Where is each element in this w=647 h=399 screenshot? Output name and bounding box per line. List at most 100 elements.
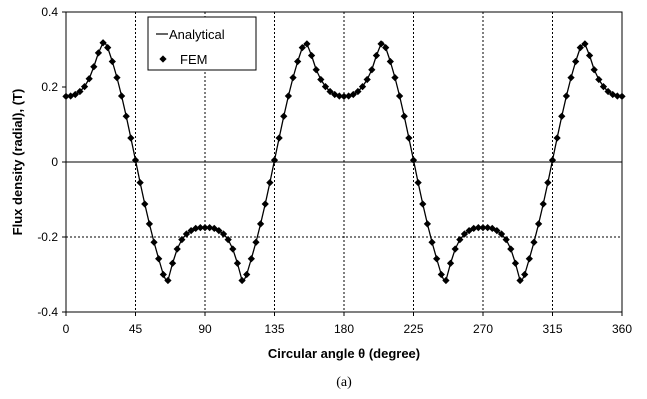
fem-data-point: [80, 83, 89, 91]
fem-data-point: [604, 87, 612, 96]
fem-data-point: [567, 74, 575, 82]
fem-data-point: [493, 227, 501, 235]
fem-data-point: [423, 220, 432, 228]
fem-data-point: [210, 224, 218, 232]
fem-data-point: [90, 63, 98, 71]
legend-box: [147, 16, 257, 71]
fem-data-point: [173, 245, 181, 253]
fem-data-point: [544, 179, 552, 187]
fem-data-point: [530, 238, 538, 246]
fem-data-point: [414, 179, 422, 187]
x-tick-label: 315: [542, 322, 562, 336]
x-tick-label: 90: [198, 322, 212, 336]
fem-data-point: [94, 49, 103, 57]
fem-data-point: [395, 92, 404, 100]
x-tick-label: 270: [473, 322, 493, 336]
fem-data-point: [99, 39, 107, 47]
fem-data-point: [437, 270, 445, 279]
fem-data-point: [256, 220, 265, 228]
y-tick-label: 0.4: [41, 5, 58, 19]
fem-data-point: [289, 74, 297, 82]
legend-fem-marker: [159, 55, 167, 63]
y-tick-marks: [62, 11, 66, 313]
fem-data-point: [284, 92, 293, 100]
fem-data-point: [85, 75, 93, 83]
fem-data-point: [446, 259, 455, 267]
fem-data-point: [71, 90, 79, 99]
fem-data-point: [400, 112, 408, 120]
fem-data-point: [303, 40, 311, 48]
fem-data-point: [562, 92, 571, 100]
fem-data-point: [317, 75, 325, 84]
x-axis-title: Circular angle θ (degree): [268, 346, 420, 361]
fem-data-point: [386, 57, 394, 66]
fem-data-point: [155, 255, 163, 263]
legend-marker-swatch: [159, 55, 167, 63]
fem-data-point: [581, 40, 589, 48]
fem-data-point: [595, 75, 603, 84]
legend-label-analytical: Analytical: [169, 27, 225, 42]
fem-data-point: [104, 44, 112, 52]
fem-data-point: [168, 259, 177, 267]
y-axis-title: Flux density (radial), (T): [10, 89, 25, 236]
fem-data-point: [117, 92, 126, 100]
y-tick-label: 0: [51, 155, 58, 169]
fem-data-point: [572, 57, 580, 66]
y-tick-label: -0.4: [37, 305, 58, 319]
fem-data-point: [419, 200, 427, 208]
fem-data-point: [451, 245, 459, 253]
x-tick-marks: [65, 312, 623, 316]
fem-data-point: [294, 57, 302, 66]
fem-data-point: [178, 236, 186, 244]
x-tick-label: 360: [612, 322, 632, 336]
x-tick-label: 135: [264, 322, 284, 336]
fem-data-point: [363, 75, 371, 84]
fem-data-point: [113, 74, 121, 82]
fem-data-point: [377, 40, 385, 48]
fem-data-point: [182, 230, 191, 238]
fem-data-point: [433, 255, 441, 263]
fem-data-point: [368, 66, 376, 74]
fem-data-point: [391, 74, 399, 82]
fem-data-point: [266, 179, 274, 187]
fem-data-point: [76, 87, 84, 96]
x-tick-label: 180: [334, 322, 354, 336]
fem-data-point: [525, 255, 533, 263]
fem-data-point: [428, 238, 436, 246]
fem-data-point: [224, 236, 232, 244]
legend: Analytical FEM: [147, 16, 257, 71]
x-tick-label: 45: [129, 322, 143, 336]
fem-data-point: [558, 112, 566, 120]
fem-data-point: [159, 270, 167, 279]
fem-data-point: [321, 83, 330, 91]
fem-data-point: [243, 270, 251, 279]
fem-data-point: [613, 92, 621, 100]
fem-data-point: [270, 156, 279, 164]
fem-data-point: [539, 200, 547, 208]
legend-label-fem: FEM: [180, 52, 207, 67]
fem-data-point: [511, 259, 520, 267]
fem-data-point: [456, 236, 464, 244]
fem-data-point: [442, 276, 450, 285]
fem-data-point: [599, 83, 608, 91]
fem-data-point: [405, 134, 413, 142]
fem-data-point: [131, 156, 140, 164]
fem-data-point: [238, 276, 246, 285]
fem-data-point: [534, 220, 543, 228]
fem-data-point: [502, 236, 510, 244]
fem-data-point: [585, 51, 594, 60]
fem-data-point: [219, 230, 228, 238]
fem-data-point: [521, 270, 529, 279]
fem-data-point: [548, 156, 557, 164]
x-tick-label: 0: [63, 322, 70, 336]
marker-layer: [62, 39, 626, 285]
fem-data-point: [141, 200, 149, 208]
fem-data-point: [307, 51, 316, 60]
fem-data-point: [460, 230, 469, 238]
y-tick-label: -0.2: [37, 230, 58, 244]
fem-data-point: [335, 92, 343, 100]
fem-data-point: [484, 224, 492, 232]
x-tick-labels: 0 45 90 135 180 225 270 315 360: [63, 322, 633, 336]
